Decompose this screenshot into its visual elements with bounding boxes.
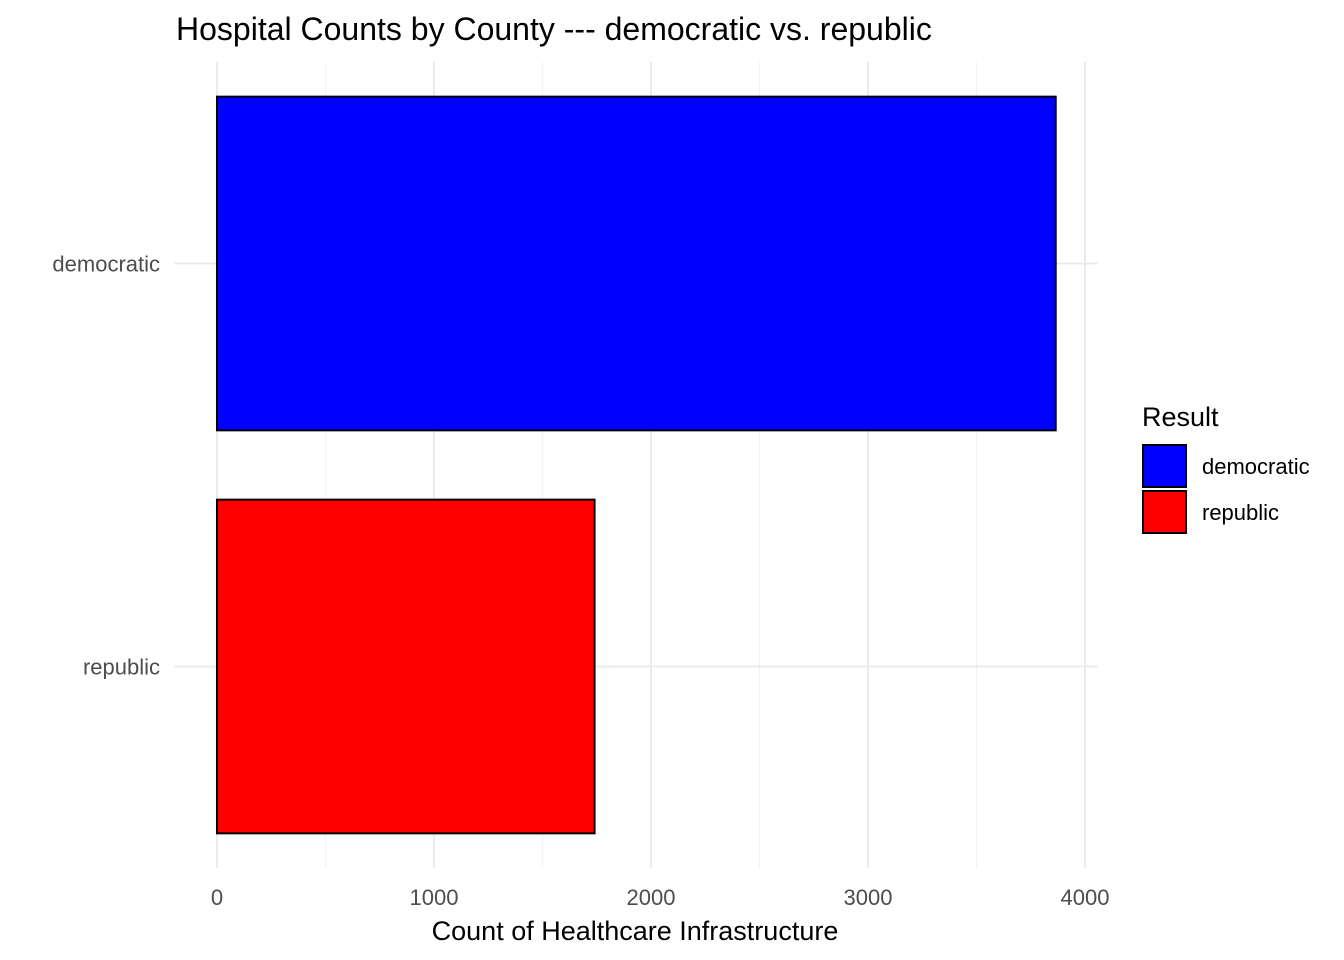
legend-label-republic: republic xyxy=(1202,500,1279,525)
legend-label-democratic: democratic xyxy=(1202,454,1310,479)
y-tick-label: democratic xyxy=(52,252,160,277)
bar-republic xyxy=(216,498,596,835)
x-tick-label: 3000 xyxy=(844,885,893,910)
bar-democratic xyxy=(216,95,1057,432)
x-tick-label: 4000 xyxy=(1061,885,1110,910)
legend-key-democratic xyxy=(1142,444,1187,488)
legend: Result democratic republic xyxy=(1142,402,1310,534)
chart-title: Hospital Counts by County --- democratic… xyxy=(176,11,932,47)
x-tick-label: 2000 xyxy=(627,885,676,910)
x-axis-title: Count of Healthcare Infrastructure xyxy=(432,916,839,946)
y-tick-label: republic xyxy=(83,655,160,680)
x-tick-label: 1000 xyxy=(410,885,459,910)
x-tick-label: 0 xyxy=(211,885,223,910)
x-axis-tick-labels: 0 1000 2000 3000 4000 xyxy=(211,885,1110,910)
bars xyxy=(216,95,1057,835)
y-axis-tick-labels: democratic republic xyxy=(52,252,160,680)
legend-key-republic xyxy=(1142,490,1187,534)
legend-title: Result xyxy=(1142,402,1219,432)
